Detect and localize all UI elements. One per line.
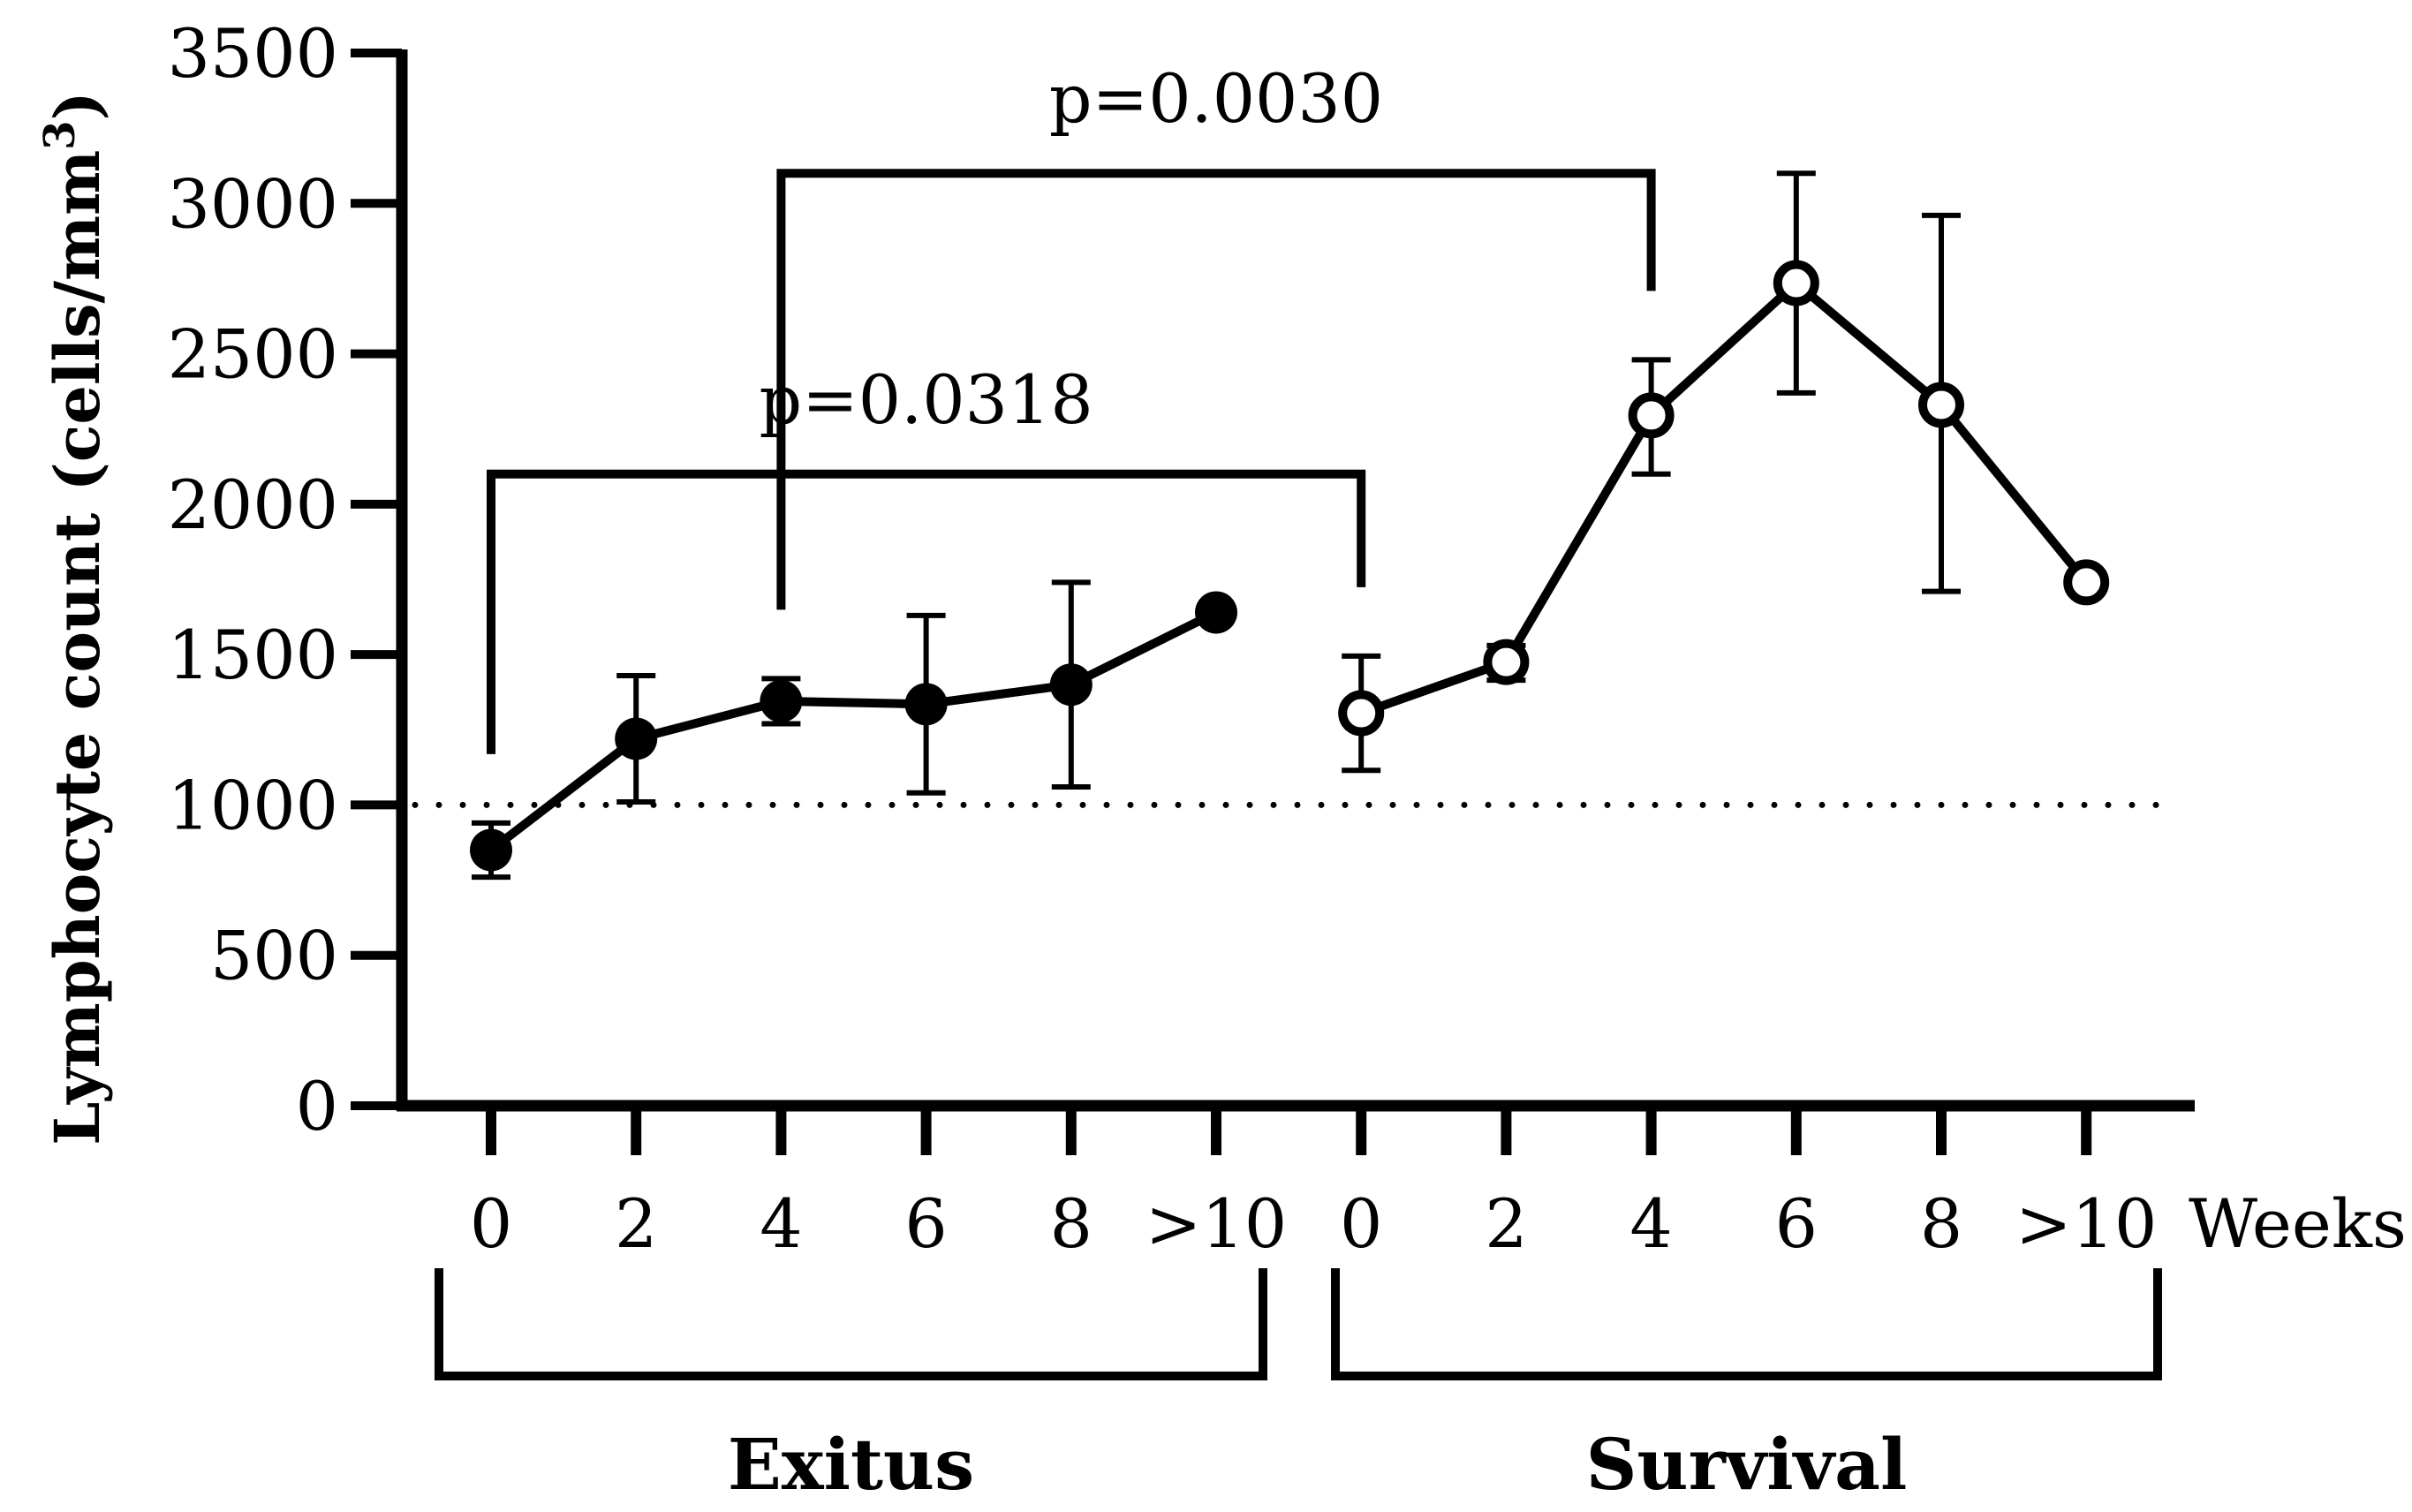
data-point-survival — [1628, 392, 1675, 439]
x-tick-label: 6 — [904, 1184, 947, 1263]
p-value-label: p=0.0030 — [1049, 59, 1383, 138]
data-point-survival — [1483, 639, 1530, 685]
group-label-survival: Survival — [1586, 1423, 1908, 1506]
x-tick-label: 0 — [470, 1184, 512, 1263]
x-tick-label: 0 — [1340, 1184, 1382, 1263]
x-tick-label: 8 — [1920, 1184, 1962, 1263]
x-tick-label: 8 — [1050, 1184, 1093, 1263]
group-label-exitus: Exitus — [728, 1423, 974, 1506]
y-tick-label: 3500 — [168, 14, 338, 93]
y-tick-label: 3000 — [168, 164, 338, 243]
x-tick-label: 4 — [1629, 1184, 1672, 1263]
data-point-survival — [2063, 559, 2110, 606]
x-tick-label: >10 — [1146, 1184, 1287, 1263]
y-tick-label: 2500 — [168, 315, 338, 394]
x-tick-label: 6 — [1775, 1184, 1818, 1263]
data-point-exitus — [615, 717, 658, 760]
group-bracket — [1331, 1268, 2162, 1380]
x-tick-label: 4 — [760, 1184, 802, 1263]
y-tick-label: 500 — [210, 917, 338, 995]
series-layer — [470, 170, 2110, 881]
significance-bracket — [776, 169, 1656, 610]
x-tick-label: 2 — [1485, 1184, 1527, 1263]
series-line-exitus — [488, 608, 1219, 854]
x-tick-label: 2 — [615, 1184, 657, 1263]
data-point-survival — [1773, 260, 1819, 306]
y-tick-label: 1500 — [168, 616, 338, 694]
axes: 0 500 1000 1500 2000 2500 3000 3500 0 2 4 6 8 >10 0 2 4 6… — [168, 14, 2407, 1263]
y-axis-title: Lymphocyte count (cells/mm3) — [35, 91, 114, 1145]
x-unit-label: Weeks — [2189, 1184, 2407, 1263]
significance-bracket — [487, 469, 1366, 754]
group-bracket — [435, 1268, 1267, 1380]
annotations: p=0.0318 p=0.0030 — [487, 59, 1656, 754]
series-line-survival — [1359, 278, 2091, 718]
y-tick-label: 2000 — [168, 465, 338, 544]
group-brackets: Exitus Survival — [435, 1268, 2162, 1506]
x-tick-label: >10 — [2015, 1184, 2157, 1263]
p-value-label: p=0.0318 — [759, 360, 1093, 439]
data-point-exitus — [760, 679, 803, 722]
data-point-exitus — [1049, 663, 1093, 707]
data-point-survival — [1918, 382, 1964, 428]
data-point-survival — [1338, 690, 1385, 737]
data-point-exitus — [1195, 591, 1237, 634]
y-tick-label: 1000 — [168, 766, 338, 844]
data-point-exitus — [904, 683, 948, 726]
data-point-exitus — [470, 828, 512, 872]
y-tick-label: 0 — [296, 1067, 338, 1145]
